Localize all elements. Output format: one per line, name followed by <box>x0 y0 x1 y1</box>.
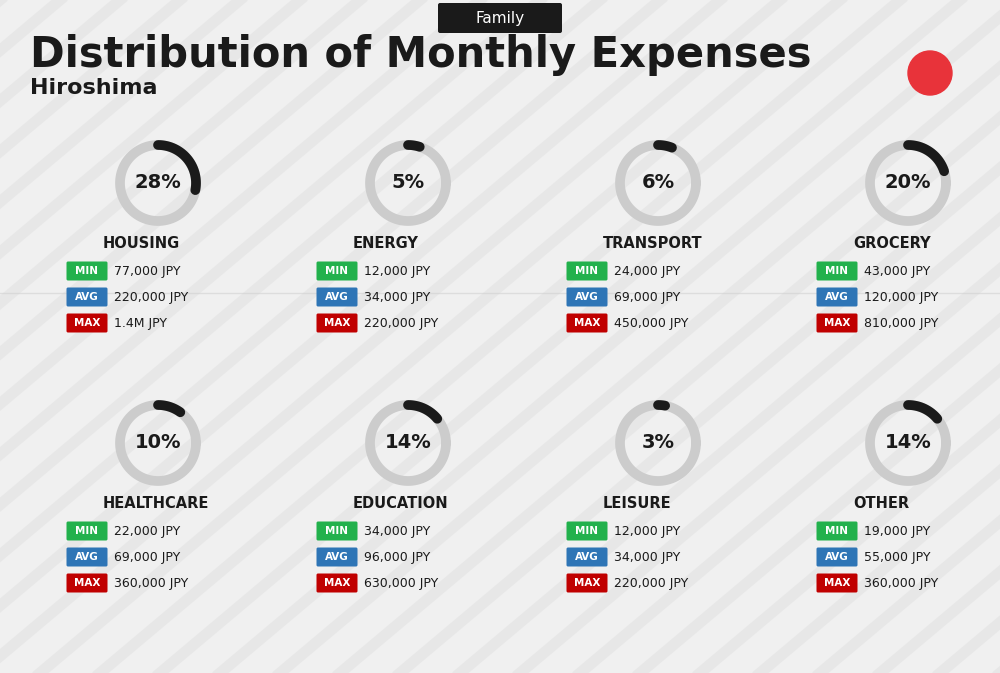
Text: MAX: MAX <box>574 578 600 588</box>
FancyBboxPatch shape <box>438 3 562 33</box>
Text: GROCERY: GROCERY <box>853 236 931 250</box>
Text: 120,000 JPY: 120,000 JPY <box>864 291 938 304</box>
Text: 77,000 JPY: 77,000 JPY <box>114 264 180 277</box>
Text: 22,000 JPY: 22,000 JPY <box>114 524 180 538</box>
FancyBboxPatch shape <box>566 314 608 332</box>
FancyBboxPatch shape <box>816 287 858 306</box>
FancyBboxPatch shape <box>816 522 858 540</box>
Text: 55,000 JPY: 55,000 JPY <box>864 551 930 563</box>
FancyBboxPatch shape <box>66 314 108 332</box>
Circle shape <box>908 51 952 95</box>
Text: Hiroshima: Hiroshima <box>30 78 158 98</box>
Text: 96,000 JPY: 96,000 JPY <box>364 551 430 563</box>
Text: MIN: MIN <box>576 526 598 536</box>
Text: MIN: MIN <box>326 266 349 276</box>
Text: MAX: MAX <box>324 318 350 328</box>
Text: 12,000 JPY: 12,000 JPY <box>364 264 430 277</box>
Text: 630,000 JPY: 630,000 JPY <box>364 577 438 590</box>
Text: 1.4M JPY: 1.4M JPY <box>114 316 167 330</box>
Text: TRANSPORT: TRANSPORT <box>603 236 703 250</box>
Text: Family: Family <box>475 11 525 26</box>
Text: 28%: 28% <box>135 174 181 192</box>
Text: ENERGY: ENERGY <box>353 236 419 250</box>
Text: 69,000 JPY: 69,000 JPY <box>114 551 180 563</box>
Text: 14%: 14% <box>885 433 931 452</box>
Text: AVG: AVG <box>825 292 849 302</box>
Text: Distribution of Monthly Expenses: Distribution of Monthly Expenses <box>30 34 812 76</box>
Text: 34,000 JPY: 34,000 JPY <box>364 524 430 538</box>
FancyBboxPatch shape <box>316 287 358 306</box>
FancyBboxPatch shape <box>566 522 608 540</box>
Text: MAX: MAX <box>574 318 600 328</box>
Text: 69,000 JPY: 69,000 JPY <box>614 291 680 304</box>
Text: HOUSING: HOUSING <box>103 236 180 250</box>
Text: AVG: AVG <box>825 552 849 562</box>
Text: 6%: 6% <box>641 174 675 192</box>
Text: 3%: 3% <box>642 433 674 452</box>
FancyBboxPatch shape <box>566 573 608 592</box>
FancyBboxPatch shape <box>816 262 858 281</box>
Text: AVG: AVG <box>75 292 99 302</box>
Text: MAX: MAX <box>74 318 100 328</box>
Text: 360,000 JPY: 360,000 JPY <box>114 577 188 590</box>
FancyBboxPatch shape <box>566 287 608 306</box>
FancyBboxPatch shape <box>66 287 108 306</box>
FancyBboxPatch shape <box>66 262 108 281</box>
FancyBboxPatch shape <box>316 262 358 281</box>
Text: AVG: AVG <box>575 292 599 302</box>
FancyBboxPatch shape <box>816 314 858 332</box>
Text: HEALTHCARE: HEALTHCARE <box>103 495 209 511</box>
Text: 19,000 JPY: 19,000 JPY <box>864 524 930 538</box>
Text: 220,000 JPY: 220,000 JPY <box>364 316 438 330</box>
Text: MIN: MIN <box>826 266 848 276</box>
Text: AVG: AVG <box>325 292 349 302</box>
FancyBboxPatch shape <box>566 548 608 567</box>
Text: MAX: MAX <box>324 578 350 588</box>
Text: 12,000 JPY: 12,000 JPY <box>614 524 680 538</box>
Text: MIN: MIN <box>76 526 98 536</box>
Text: MIN: MIN <box>76 266 98 276</box>
FancyBboxPatch shape <box>66 548 108 567</box>
FancyBboxPatch shape <box>66 522 108 540</box>
Text: 20%: 20% <box>885 174 931 192</box>
FancyBboxPatch shape <box>66 573 108 592</box>
FancyBboxPatch shape <box>316 548 358 567</box>
FancyBboxPatch shape <box>566 262 608 281</box>
Text: AVG: AVG <box>75 552 99 562</box>
Text: 360,000 JPY: 360,000 JPY <box>864 577 938 590</box>
Text: 24,000 JPY: 24,000 JPY <box>614 264 680 277</box>
Text: MIN: MIN <box>826 526 848 536</box>
Text: 43,000 JPY: 43,000 JPY <box>864 264 930 277</box>
Text: 34,000 JPY: 34,000 JPY <box>614 551 680 563</box>
FancyBboxPatch shape <box>316 573 358 592</box>
Text: LEISURE: LEISURE <box>603 495 672 511</box>
FancyBboxPatch shape <box>816 573 858 592</box>
Text: 450,000 JPY: 450,000 JPY <box>614 316 688 330</box>
Text: AVG: AVG <box>575 552 599 562</box>
FancyBboxPatch shape <box>316 314 358 332</box>
Text: AVG: AVG <box>325 552 349 562</box>
FancyBboxPatch shape <box>316 522 358 540</box>
Text: MIN: MIN <box>576 266 598 276</box>
Text: OTHER: OTHER <box>853 495 909 511</box>
Text: MIN: MIN <box>326 526 349 536</box>
Text: 34,000 JPY: 34,000 JPY <box>364 291 430 304</box>
FancyBboxPatch shape <box>816 548 858 567</box>
Text: MAX: MAX <box>74 578 100 588</box>
Text: 14%: 14% <box>385 433 431 452</box>
Text: 5%: 5% <box>391 174 425 192</box>
Text: EDUCATION: EDUCATION <box>353 495 449 511</box>
Text: 220,000 JPY: 220,000 JPY <box>114 291 188 304</box>
Text: 10%: 10% <box>135 433 181 452</box>
Text: MAX: MAX <box>824 318 850 328</box>
Text: 220,000 JPY: 220,000 JPY <box>614 577 688 590</box>
Text: MAX: MAX <box>824 578 850 588</box>
Text: 810,000 JPY: 810,000 JPY <box>864 316 938 330</box>
